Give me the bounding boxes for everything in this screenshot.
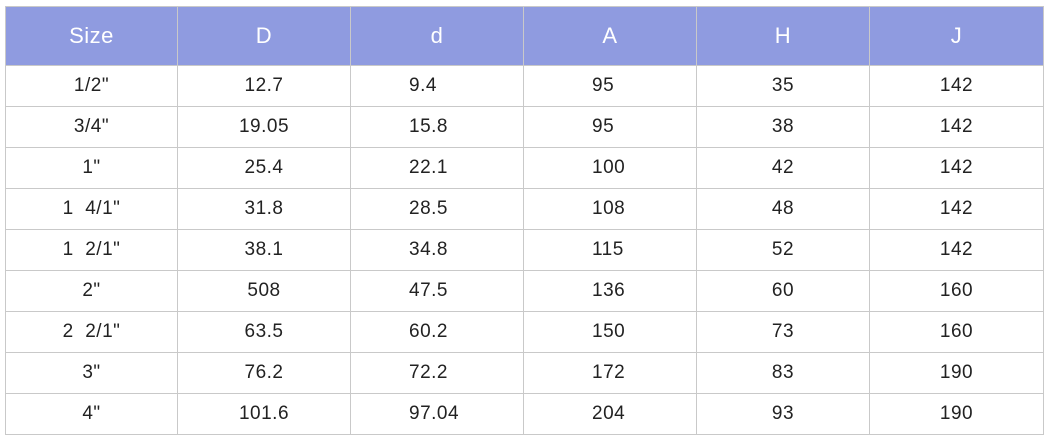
cell-h: 73 [696,311,870,353]
cell-size: 4" [5,393,178,435]
header-a: A [523,6,697,66]
cell-h: 52 [696,229,870,271]
cell-a: 204 [523,393,697,435]
cell-d-lower: 97.04 [350,393,524,435]
cell-a: 100 [523,147,697,189]
cell-d-upper: 19.05 [177,106,351,148]
cell-d-lower: 34.8 [350,229,524,271]
cell-a: 95 [523,106,697,148]
cell-d-upper: 76.2 [177,352,351,394]
header-d-lower: d [350,6,524,66]
cell-h: 38 [696,106,870,148]
cell-d-lower: 60.2 [350,311,524,353]
cell-h: 42 [696,147,870,189]
table-row: 3" 76.2 72.2 172 83 190 [5,352,1044,394]
cell-d-upper: 25.4 [177,147,351,189]
cell-size: 2" [5,270,178,312]
table-header-row: Size D d A H J [5,6,1044,66]
cell-j: 142 [869,106,1044,148]
table-row: 1 2/1" 38.1 34.8 115 52 142 [5,229,1044,271]
cell-a: 136 [523,270,697,312]
cell-h: 35 [696,65,870,107]
header-d-upper: D [177,6,351,66]
header-size: Size [5,6,178,66]
cell-size: 3/4" [5,106,178,148]
cell-j: 142 [869,188,1044,230]
cell-a: 108 [523,188,697,230]
cell-j: 160 [869,311,1044,353]
cell-a: 150 [523,311,697,353]
cell-j: 160 [869,270,1044,312]
cell-d-lower: 47.5 [350,270,524,312]
cell-a: 172 [523,352,697,394]
table-row: 2 2/1" 63.5 60.2 150 73 160 [5,311,1044,353]
cell-d-upper: 63.5 [177,311,351,353]
header-j: J [869,6,1044,66]
cell-size: 1/2" [5,65,178,107]
cell-d-upper: 508 [177,270,351,312]
cell-d-lower: 72.2 [350,352,524,394]
table-row: 4" 101.6 97.04 204 93 190 [5,393,1044,435]
cell-d-upper: 101.6 [177,393,351,435]
cell-size: 1 4/1" [5,188,178,230]
pipe-size-table: Size D d A H J 1/2" 12.7 9.4 95 35 142 3… [5,6,1044,435]
cell-j: 190 [869,393,1044,435]
cell-d-lower: 28.5 [350,188,524,230]
cell-j: 190 [869,352,1044,394]
size-table-container: Size D d A H J 1/2" 12.7 9.4 95 35 142 3… [5,6,1044,435]
cell-d-lower: 9.4 [350,65,524,107]
cell-size: 3" [5,352,178,394]
table-row: 1/2" 12.7 9.4 95 35 142 [5,65,1044,107]
cell-a: 95 [523,65,697,107]
cell-a: 115 [523,229,697,271]
cell-d-lower: 15.8 [350,106,524,148]
table-row: 1 4/1" 31.8 28.5 108 48 142 [5,188,1044,230]
table-row: 2" 508 47.5 136 60 160 [5,270,1044,312]
cell-h: 93 [696,393,870,435]
cell-size: 2 2/1" [5,311,178,353]
cell-d-lower: 22.1 [350,147,524,189]
cell-h: 48 [696,188,870,230]
cell-j: 142 [869,65,1044,107]
cell-d-upper: 38.1 [177,229,351,271]
cell-size: 1 2/1" [5,229,178,271]
table-row: 3/4" 19.05 15.8 95 38 142 [5,106,1044,148]
cell-size: 1" [5,147,178,189]
cell-h: 60 [696,270,870,312]
table-row: 1" 25.4 22.1 100 42 142 [5,147,1044,189]
cell-h: 83 [696,352,870,394]
cell-d-upper: 12.7 [177,65,351,107]
cell-j: 142 [869,147,1044,189]
header-h: H [696,6,870,66]
cell-j: 142 [869,229,1044,271]
cell-d-upper: 31.8 [177,188,351,230]
